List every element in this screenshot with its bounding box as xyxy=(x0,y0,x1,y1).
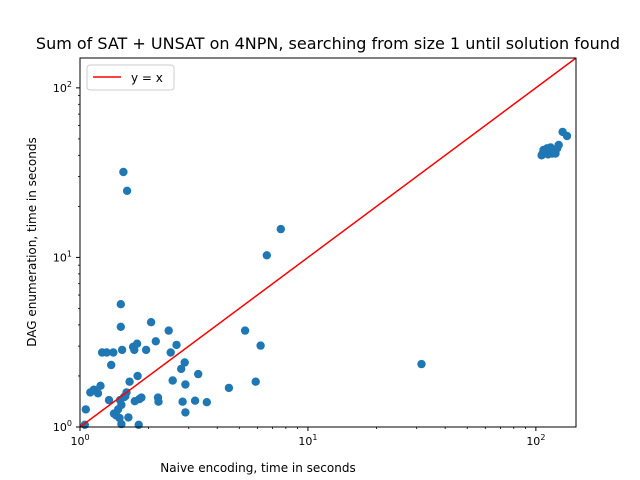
data-point xyxy=(116,322,126,331)
data-point xyxy=(137,393,146,402)
y-tick-exponent: 2 xyxy=(67,80,72,89)
data-point xyxy=(562,131,572,141)
x-tick-exponent: 2 xyxy=(540,433,545,442)
data-point xyxy=(141,345,151,355)
reference-line-layer xyxy=(79,57,577,428)
data-point xyxy=(166,348,175,357)
data-point xyxy=(151,337,160,346)
data-point xyxy=(178,397,187,406)
data-point xyxy=(168,376,177,385)
data-point xyxy=(224,383,234,393)
data-point xyxy=(81,405,91,414)
data-point xyxy=(133,371,142,381)
y-tick-label: 100 xyxy=(53,419,72,434)
data-point xyxy=(107,360,116,370)
data-point xyxy=(240,326,250,335)
data-point xyxy=(190,396,200,405)
y-tick-exponent: 0 xyxy=(67,419,72,428)
data-point xyxy=(202,398,211,407)
y-tick-base: 10 xyxy=(53,82,67,95)
y-tick-base: 10 xyxy=(53,251,67,264)
legend-box xyxy=(86,64,175,91)
data-point xyxy=(177,364,186,374)
data-point xyxy=(109,348,118,357)
x-tick-base: 10 xyxy=(526,435,540,448)
data-point xyxy=(134,420,143,429)
legend: y = x xyxy=(86,64,175,91)
data-point xyxy=(124,413,133,422)
data-point xyxy=(119,167,128,177)
data-point xyxy=(276,224,285,234)
x-tick-label: 100 xyxy=(70,433,89,448)
x-tick-label: 101 xyxy=(298,433,317,448)
data-point xyxy=(117,419,126,429)
x-tick-exponent: 0 xyxy=(84,433,89,442)
data-point xyxy=(104,395,114,405)
data-point xyxy=(154,397,163,406)
x-tick-base: 10 xyxy=(298,435,312,448)
data-point xyxy=(93,389,103,398)
data-point xyxy=(194,369,203,379)
data-point xyxy=(256,341,265,350)
legend-entry-label: y = x xyxy=(131,71,163,85)
data-point xyxy=(117,400,126,410)
y-tick-base: 10 xyxy=(53,421,67,434)
data-point xyxy=(125,377,134,386)
y-tick-label: 101 xyxy=(53,249,72,264)
data-point xyxy=(122,186,132,195)
data-point xyxy=(116,300,126,309)
reference-line-y-equals-x xyxy=(79,57,577,428)
data-point xyxy=(164,326,173,335)
x-axis-label: Naive encoding, time in seconds xyxy=(160,461,355,475)
data-point xyxy=(554,140,563,150)
x-tick-base: 10 xyxy=(70,435,84,448)
y-tick-label: 102 xyxy=(53,80,72,95)
x-tick-exponent: 1 xyxy=(312,433,317,442)
data-point xyxy=(251,377,260,386)
axes-frame xyxy=(79,57,577,428)
data-point xyxy=(181,380,190,389)
data-point xyxy=(417,359,426,369)
y-axis-label: DAG enumeration, time in seconds xyxy=(25,137,39,346)
y-tick-exponent: 1 xyxy=(67,249,72,258)
data-point xyxy=(262,251,271,260)
x-tick-label: 102 xyxy=(526,433,545,448)
data-points xyxy=(80,127,572,429)
data-point xyxy=(180,358,189,367)
data-point xyxy=(96,381,105,390)
data-point xyxy=(102,348,111,357)
data-point xyxy=(117,345,127,355)
chart-title: Sum of SAT + UNSAT on 4NPN, searching fr… xyxy=(36,34,620,53)
data-point xyxy=(172,340,181,350)
data-point xyxy=(132,339,142,348)
data-point xyxy=(181,408,190,417)
data-point xyxy=(146,318,156,327)
